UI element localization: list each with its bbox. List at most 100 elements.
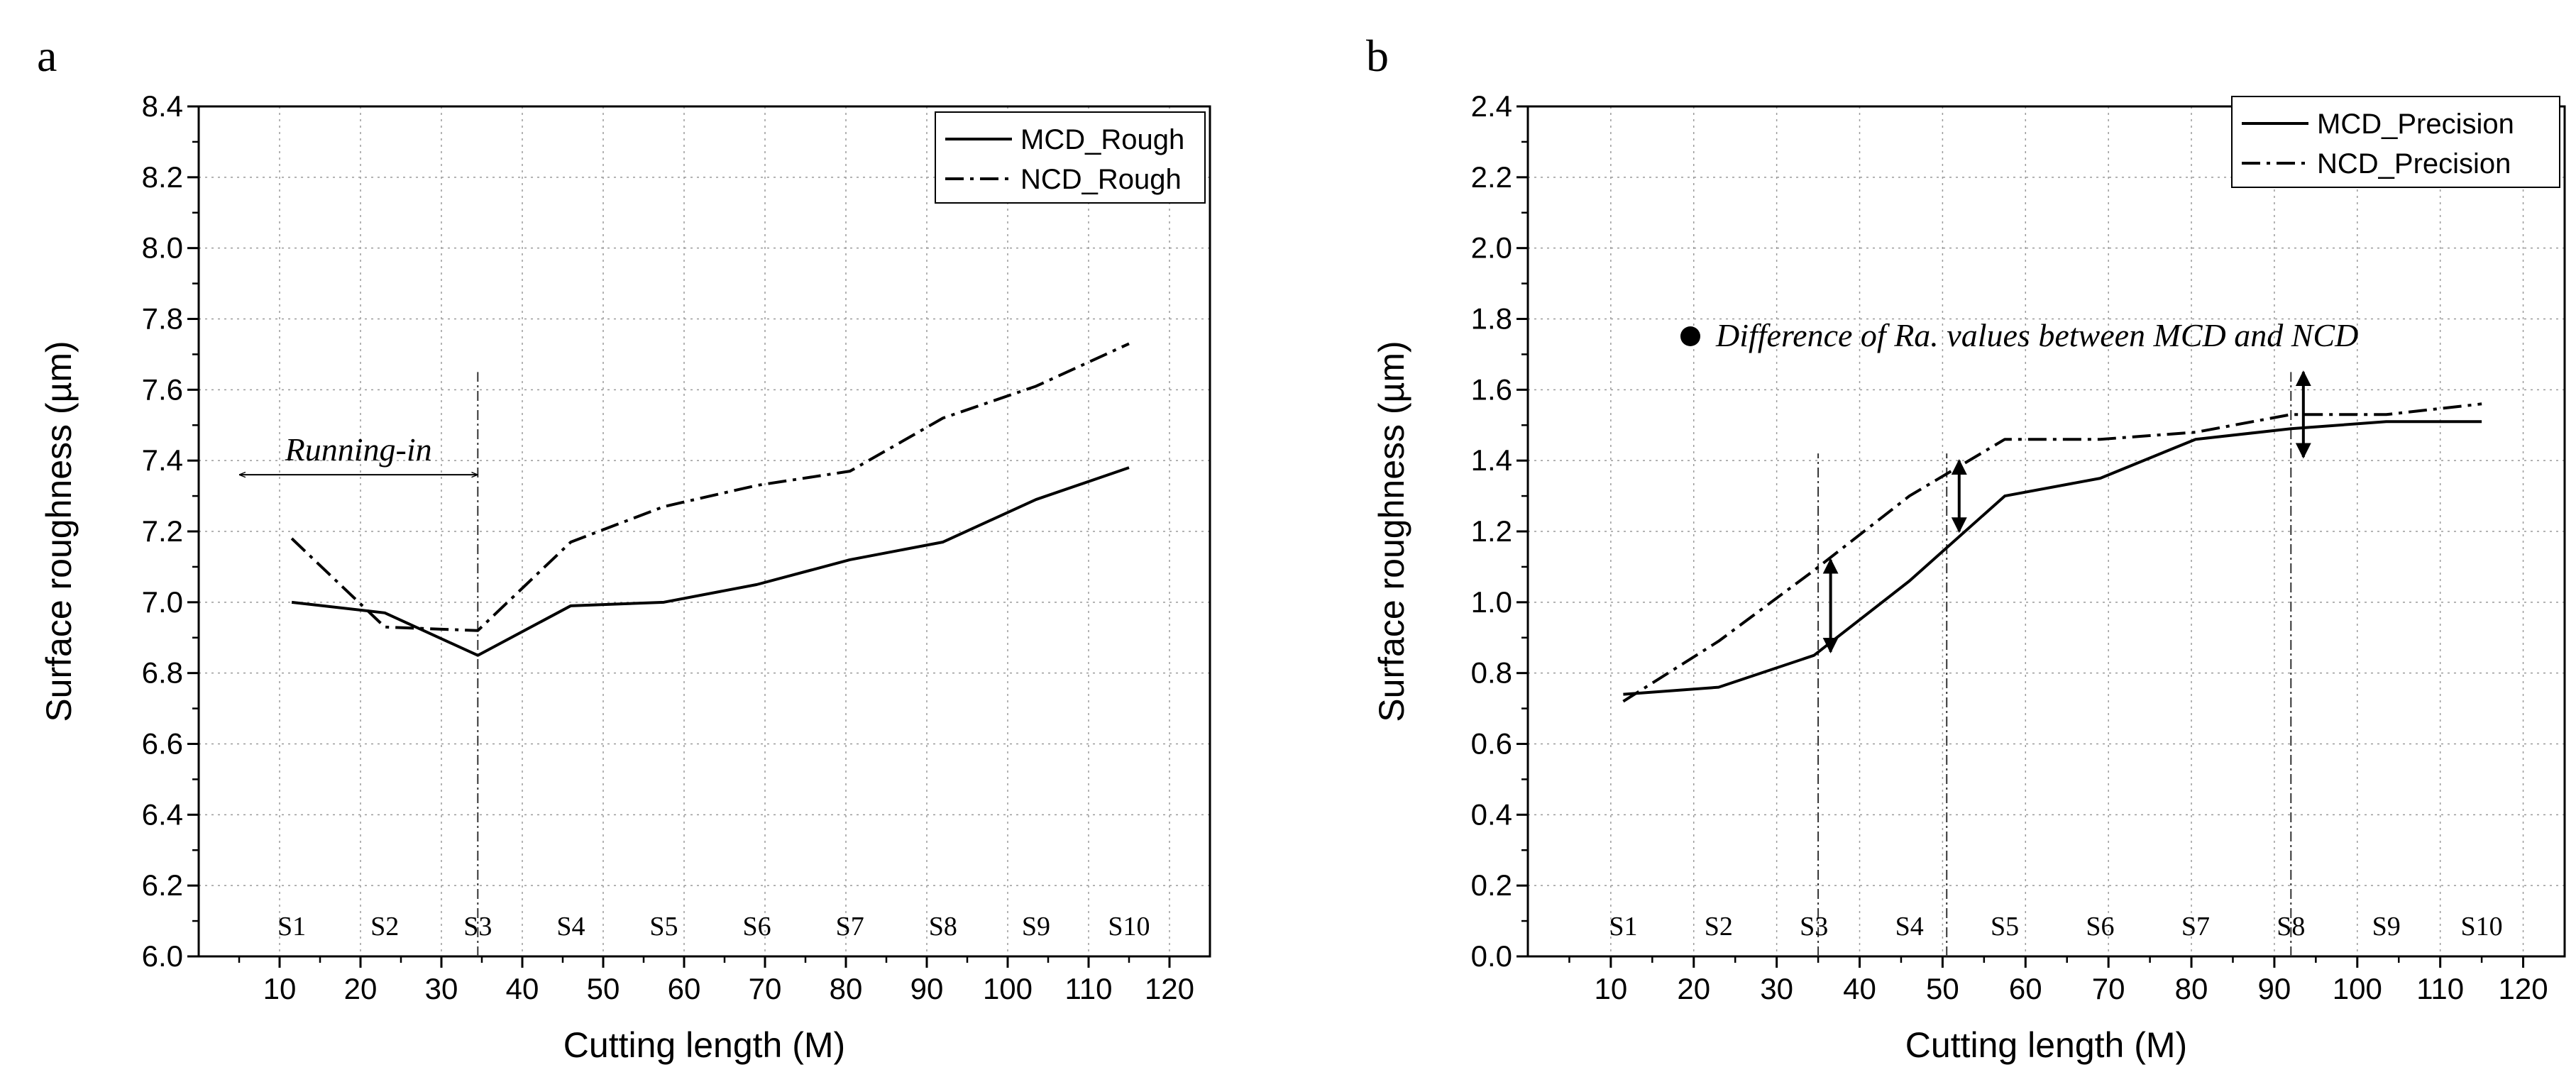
x-tick-label: 120 (1145, 972, 1194, 1005)
grid-lines (1528, 106, 2565, 957)
x-tick-label: 10 (1595, 972, 1628, 1005)
legend-box (2231, 96, 2560, 188)
y-tick-label: 0.0 (1471, 939, 1512, 973)
x-tick-label: 60 (2009, 972, 2042, 1005)
chart-panel-a: a 10 20 30 40 50 60 70 80 90 100 110 120 6.0 6.2 6.4 6.6… (37, 31, 1211, 1065)
panel-letter: a (37, 31, 57, 81)
y-tick-label: 8.4 (142, 89, 183, 123)
y-tick-label: 7.0 (142, 585, 183, 619)
grid-lines (199, 106, 1210, 957)
legend-label: MCD_Rough (1020, 124, 1184, 155)
legend-box (935, 111, 1206, 204)
panel-letter: b (1366, 31, 1389, 81)
sample-labels: S1 S2 S3 S4 S5 S6 S7 S8 S9 S10 (277, 912, 1150, 941)
x-tick-label: 120 (2499, 972, 2548, 1005)
y-tick-label: 0.4 (1471, 797, 1512, 831)
x-tick-label: 20 (1677, 972, 1710, 1005)
sample-label: S10 (1108, 912, 1150, 941)
y-tick-label: 6.2 (142, 868, 183, 902)
x-axis-ticks: 10 20 30 40 50 60 70 80 90 100 110 120 (238, 956, 1194, 1005)
sample-label: S3 (1800, 912, 1828, 941)
x-tick-label: 40 (506, 972, 539, 1005)
x-tick-label: 70 (749, 972, 782, 1005)
sample-label: S10 (2461, 912, 2503, 941)
y-tick-label: 1.0 (1471, 585, 1512, 619)
x-tick-label: 30 (425, 972, 458, 1005)
difference-annotation: Difference of Ra. values between MCD and… (1715, 317, 2358, 353)
x-tick-label: 50 (587, 972, 620, 1005)
y-tick-label: 7.2 (142, 514, 183, 548)
y-axis-title: Surface roughness (µm) (1372, 341, 1411, 722)
series-ncd-precision (1622, 402, 2482, 703)
sample-label: S4 (1895, 912, 1924, 941)
sample-label: S3 (463, 912, 492, 941)
y-tick-label: 7.6 (142, 372, 183, 406)
x-tick-label: 100 (983, 972, 1033, 1005)
sample-label: S4 (556, 912, 585, 941)
series-mcd-rough (291, 466, 1130, 657)
sample-label: S2 (370, 912, 399, 941)
x-tick-label: 60 (668, 972, 701, 1005)
y-tick-label: 7.8 (142, 302, 183, 336)
legend-label: NCD_Rough (1020, 164, 1182, 195)
legend-label: MCD_Precision (2317, 109, 2514, 140)
sample-label: S1 (1609, 912, 1637, 941)
y-tick-label: 1.2 (1471, 514, 1512, 548)
sample-label: S7 (836, 912, 864, 941)
y-tick-label: 6.0 (142, 939, 183, 973)
x-tick-label: 10 (263, 972, 297, 1005)
chart-panel-b: b 10 20 30 40 50 60 70 80 90 100 110 120 0.0 0.2 0.4 0.6… (1366, 31, 2566, 1065)
x-tick-label: 110 (1065, 972, 1113, 1005)
sample-label: S5 (649, 912, 678, 941)
x-axis-title: Cutting length (M) (563, 1025, 845, 1065)
y-tick-label: 0.8 (1471, 656, 1512, 690)
x-tick-label: 50 (1926, 972, 1959, 1005)
sample-label: S6 (743, 912, 771, 941)
x-tick-label: 30 (1760, 972, 1793, 1005)
y-tick-label: 8.0 (142, 231, 183, 265)
sample-label: S9 (1022, 912, 1050, 941)
y-tick-label: 0.2 (1471, 868, 1512, 902)
running-in-label: Running-in (285, 431, 432, 468)
sample-label: S9 (2372, 912, 2401, 941)
x-axis-ticks: 10 20 30 40 50 60 70 80 90 100 110 120 (1568, 956, 2548, 1005)
sample-label: S5 (1991, 912, 2019, 941)
sample-label: S8 (2277, 912, 2305, 941)
series-ncd-rough (290, 342, 1130, 632)
y-tick-label: 8.2 (142, 160, 183, 194)
x-tick-label: 40 (1843, 972, 1876, 1005)
sample-label: S7 (2181, 912, 2210, 941)
x-tick-label: 80 (2175, 972, 2208, 1005)
y-tick-label: 0.6 (1471, 727, 1512, 761)
legend: MCD_Precision NCD_Precision (2231, 96, 2560, 188)
series-line (290, 342, 1130, 632)
x-tick-label: 100 (2333, 972, 2382, 1005)
y-tick-label: 2.4 (1471, 89, 1512, 123)
x-tick-label: 80 (830, 972, 863, 1005)
series-line (291, 466, 1130, 657)
y-tick-label: 6.6 (142, 727, 183, 761)
series-line (1623, 420, 2482, 696)
series-mcd-precision (1623, 420, 2482, 696)
x-tick-label: 90 (2258, 972, 2291, 1005)
series-line (1622, 402, 2482, 703)
legend: MCD_Rough NCD_Rough (935, 111, 1206, 204)
x-tick-label: 20 (344, 972, 378, 1005)
y-tick-label: 1.8 (1471, 302, 1512, 336)
sample-label: S6 (2086, 912, 2114, 941)
x-tick-label: 70 (2092, 972, 2125, 1005)
y-tick-label: 2.0 (1471, 231, 1512, 265)
legend-label: NCD_Precision (2317, 148, 2511, 180)
y-tick-label: 1.6 (1471, 372, 1512, 406)
sample-labels: S1 S2 S3 S4 S5 S6 S7 S8 S9 S10 (1609, 912, 2502, 941)
sample-label: S2 (1705, 912, 1733, 941)
y-axis-title: Surface roughness (µm) (39, 341, 79, 722)
bullet-icon (1680, 326, 1700, 346)
y-tick-label: 1.4 (1471, 443, 1512, 477)
y-tick-label: 6.4 (142, 797, 183, 831)
sample-label: S8 (929, 912, 957, 941)
y-axis-ticks: 6.0 6.2 6.4 6.6 6.8 7.0 7.2 7.4 7.6 7.8 8.0 8.2 8.4 (142, 89, 199, 973)
y-tick-label: 7.4 (142, 443, 183, 477)
x-axis-title: Cutting length (M) (1905, 1025, 2187, 1065)
